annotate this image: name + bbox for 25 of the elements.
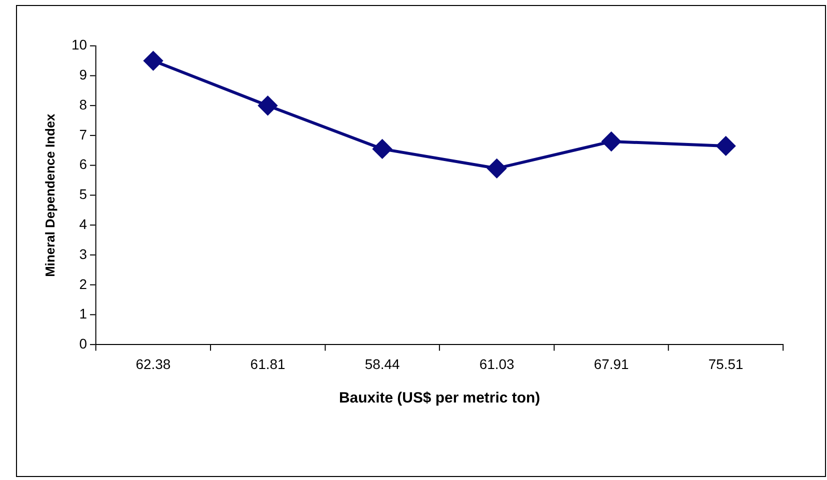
y-tick-label: 1 (79, 306, 88, 322)
point (487, 158, 506, 178)
y-tick-label: 3 (79, 246, 88, 262)
y-tick-label: 7 (79, 126, 88, 142)
y-tick-label: 6 (79, 156, 88, 172)
point (716, 136, 736, 156)
x-tick-label: 62.38 (136, 356, 171, 372)
y-tick-label: 5 (79, 186, 88, 202)
y-tick-label: 4 (79, 216, 88, 232)
x-tick-label: 61.81 (250, 356, 286, 372)
x-tick-label: 61.03 (479, 356, 514, 372)
point (372, 140, 392, 158)
point (602, 132, 621, 151)
point (144, 51, 163, 70)
y-tick-label: 2 (79, 276, 88, 292)
point (258, 96, 278, 116)
x-axis-title: Bauxite (US$ per metric ton) (339, 389, 540, 406)
y-tick-label: 0 (79, 336, 88, 352)
y-tick-label: 8 (79, 96, 88, 112)
y-tick-label: 10 (71, 36, 88, 53)
x-tick-label: 75.51 (708, 356, 744, 372)
x-tick-label: 67.91 (594, 356, 630, 372)
x-tick-label: 58.44 (364, 356, 400, 372)
y-tick-label: 9 (79, 66, 88, 83)
y-axis-title: Mineral Dependence Index (42, 112, 58, 277)
